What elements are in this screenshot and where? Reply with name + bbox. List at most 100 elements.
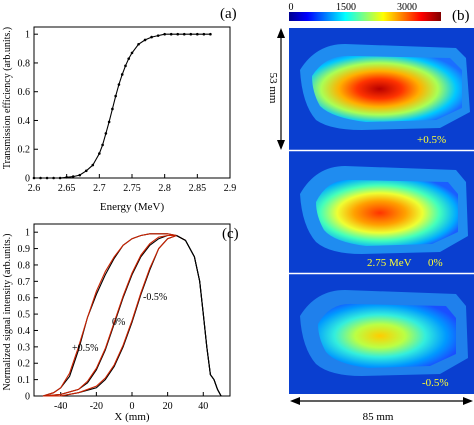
panel-a-data-point <box>101 143 104 147</box>
panel-a-data-point <box>176 32 180 36</box>
panel-a-markers <box>32 32 212 180</box>
panel-a-data-point <box>71 175 75 178</box>
width-dimension-label: 85 mm <box>363 411 394 423</box>
panel-a-xtick-label: 2.8 <box>158 183 171 194</box>
panel-c-ylabel: Normalized signal intensity (arb.units.) <box>2 234 13 391</box>
panel-a-data-point <box>58 176 62 180</box>
beam-image-2-annotation: 0% <box>428 257 443 269</box>
panel-c-xtick-label: 20 <box>163 401 173 412</box>
panel-c-annotation-minus: -0.5% <box>143 292 167 303</box>
panel-c-ytick-label: 0.6 <box>18 293 31 304</box>
panel-a-data-point <box>107 120 111 124</box>
panel-a-ytick-label: 0.8 <box>18 58 31 69</box>
panel-c-ytick-label: 0.1 <box>18 375 31 386</box>
height-dimension-label: 53 mm <box>267 73 279 104</box>
panel-a-ylabel: Transmission efficiency (arb.units.) <box>2 27 13 169</box>
panel-a-data-point <box>39 176 42 180</box>
panel-a-xtick-label: 2.6 <box>28 183 41 194</box>
beam-image-1-annotation: +0.5% <box>417 134 446 146</box>
panel-c-ytick-label: 0.7 <box>18 277 31 288</box>
panel-a-ytick-label: 0.6 <box>18 87 31 98</box>
panel-c-frame <box>33 223 231 397</box>
panel-a-ytick-label: 0.4 <box>18 116 31 127</box>
panel-c-xtick-label: -40 <box>54 401 67 412</box>
panel-a-data-point <box>189 32 193 36</box>
panel-c-annotation-zero: 0% <box>112 317 125 328</box>
panel-a-data-point <box>104 132 108 135</box>
panel-c-annotation-plus: +0.5% <box>72 343 98 354</box>
panel-b: (b) 0 1500 3000 +0.5% 2.75 MeV 0% -0.5% <box>267 2 474 423</box>
panel-a-data-point <box>156 34 160 37</box>
panel-c-series-line-6 <box>42 234 177 397</box>
panel-c-series <box>42 233 222 397</box>
panel-a-xlabel: Energy (MeV) <box>100 201 165 213</box>
panel-a-data-point <box>169 32 173 36</box>
panel-a-data-point <box>117 83 121 86</box>
panel-c-xtick-label: 40 <box>198 401 208 412</box>
panel-c-axes: -40 -20 0 20 40 0 0.1 0.2 0.3 0.4 0.5 0.6 0.7 0.8 0.9 1 <box>18 228 209 412</box>
panel-a-data-point <box>130 51 134 55</box>
panel-c-xlabel: X (mm) <box>114 411 149 423</box>
panel-a-xtick-label: 2.7 <box>93 183 106 194</box>
panel-a-data-point <box>32 176 36 180</box>
panel-a-xtick-label: 2.65 <box>58 183 76 194</box>
panel-c-ytick-label: 0.3 <box>18 342 31 353</box>
panel-a-data-point <box>202 32 206 36</box>
panel-c-ytick-label: 1 <box>25 228 30 239</box>
panel-a-data-point <box>163 32 166 36</box>
colorbar-tick-3000: 3000 <box>397 2 417 13</box>
panel-a-frame <box>33 26 231 179</box>
panel-c: (c) -40 -20 0 20 4000.10.20.30.40.50.60.70.8… <box>2 223 239 423</box>
beam-image-2: 2.75 MeV 0% <box>289 151 474 273</box>
panel-a-xtick-label: 2.9 <box>224 183 237 194</box>
panel-a-ytick-label: 0 <box>25 174 30 185</box>
panel-c-series-line-2 <box>42 233 186 397</box>
panel-a-data-point <box>52 176 55 180</box>
beam-image-3: -0.5% <box>289 274 474 394</box>
panel-c-ytick-label: 0.4 <box>18 326 31 337</box>
panel-c-ytick-label: 0.8 <box>18 260 31 271</box>
panel-a-label: (a) <box>220 6 237 22</box>
panel-a-data-point <box>143 38 147 42</box>
colorbar <box>289 12 441 21</box>
panel-a-data-point <box>65 175 68 179</box>
panel-a-data-point <box>84 169 88 173</box>
panel-a-data-point <box>98 152 101 155</box>
panel-a-axes: 2.6 2.65 2.7 2.75 2.8 2.85 2.9 0 0.2 0.4 0.6 0.8 1 <box>18 30 237 194</box>
colorbar-tick-1500: 1500 <box>336 2 356 13</box>
panel-a-ytick-label: 1 <box>25 30 30 41</box>
panel-c-ytick-label: 0 <box>25 392 30 403</box>
beam-image-1: +0.5% <box>289 28 474 150</box>
panel-a-data-point <box>196 32 199 36</box>
panel-a-ytick-label: 0.2 <box>18 145 31 156</box>
panel-c-xtick-label: -20 <box>90 401 103 412</box>
panel-a-data-point <box>137 42 140 46</box>
width-dimension-arrow <box>290 397 473 405</box>
panel-a-data-point <box>120 73 124 76</box>
panel-c-series-line-4 <box>42 234 177 397</box>
panel-a-data-point <box>91 163 95 167</box>
panel-a-data-point <box>45 176 49 180</box>
panel-a-xtick-label: 2.85 <box>189 183 207 194</box>
panel-a-xtick-label: 2.75 <box>123 183 141 194</box>
panel-a-data-point <box>182 32 186 36</box>
panel-a-data-point <box>111 107 114 111</box>
colorbar-tick-0: 0 <box>289 2 294 13</box>
panel-c-ytick-label: 0.5 <box>18 310 31 321</box>
beam-image-3-annotation: -0.5% <box>422 377 449 389</box>
panel-a-data-point <box>124 64 127 68</box>
panel-a-data-point <box>78 173 82 177</box>
panel-b-label: (b) <box>452 8 470 24</box>
panel-a-series-line <box>34 33 211 179</box>
panel-a: (a) 2.6 2.65 2.7 2.75 2.8 2.85 2.9 0 0.2 0.4 0.6 0.… <box>2 6 237 213</box>
panel-a-data-point <box>150 35 153 39</box>
panel-a-data-point <box>209 32 212 36</box>
panel-a-data-point <box>114 94 117 98</box>
panel-a-data-point <box>127 57 131 60</box>
panel-c-ytick-label: 0.9 <box>18 244 31 255</box>
beam-image-2-energy: 2.75 MeV <box>367 257 412 269</box>
panel-c-xtick-label: 0 <box>130 401 135 412</box>
panel-c-ytick-label: 0.2 <box>18 359 31 370</box>
height-dimension-arrow <box>277 28 285 150</box>
